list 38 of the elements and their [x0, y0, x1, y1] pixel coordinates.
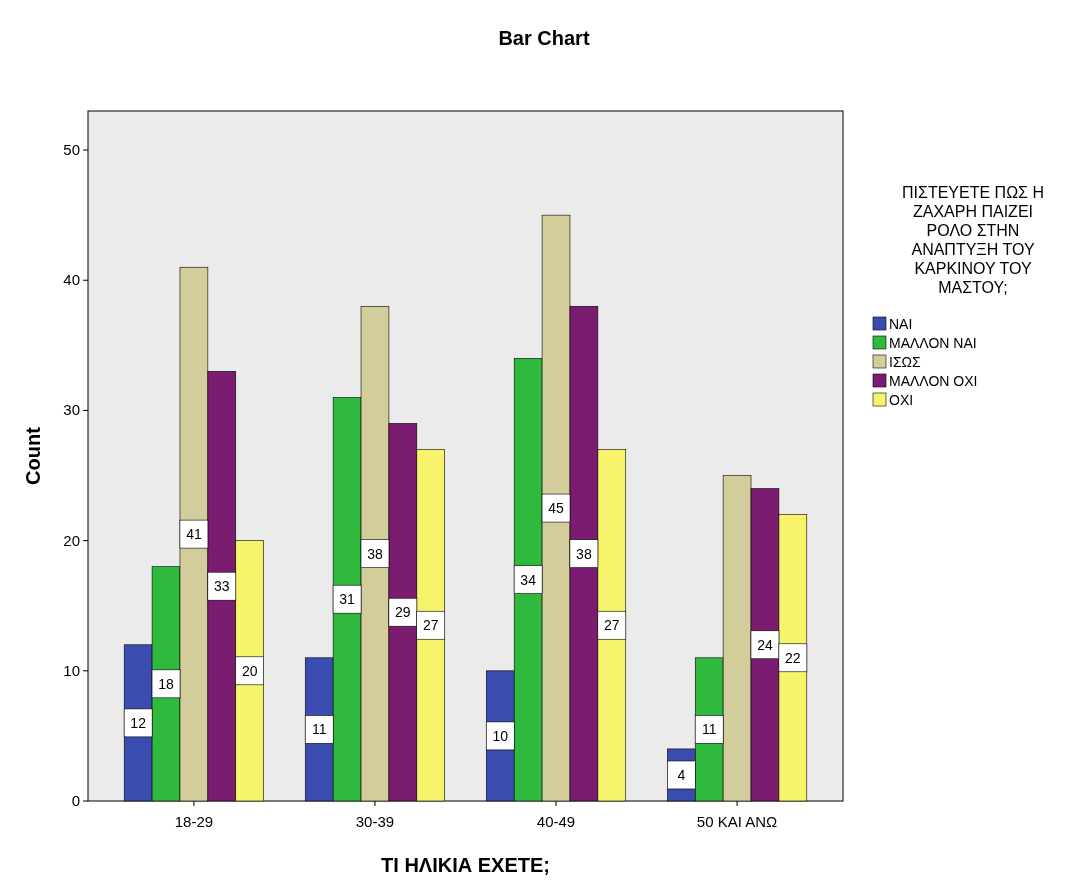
data-label: 11: [701, 721, 717, 738]
data-label: 31: [339, 591, 356, 608]
legend-label: ΙΣΩΣ: [889, 354, 922, 370]
y-tick-label: 10: [63, 661, 80, 679]
data-label: 41: [186, 526, 202, 543]
data-label: 12: [130, 714, 147, 731]
y-axis-title: Count: [22, 426, 44, 485]
data-label: 11: [311, 721, 327, 738]
chart-title: Bar Chart: [498, 27, 590, 49]
legend-label: ΝΑΙ: [889, 316, 913, 332]
data-label: 29: [395, 604, 411, 621]
data-label: 27: [604, 617, 620, 634]
x-axis-title: ΤΙ ΗΛΙΚΙΑ ΕΧΕΤΕ;: [381, 854, 550, 876]
data-label: 20: [241, 662, 258, 679]
legend-label: ΜΑΛΛΟΝ ΟΧΙ: [889, 373, 978, 389]
x-tick-label: 30-39: [355, 813, 395, 830]
x-tick-label: 50 ΚΑΙ ΑΝΩ: [696, 813, 778, 830]
legend-label: ΟΧΙ: [889, 392, 914, 408]
data-label: 18: [158, 675, 175, 692]
data-label: 38: [576, 545, 592, 562]
data-label: 4: [677, 766, 686, 783]
y-tick-label: 40: [63, 271, 80, 289]
data-label: 10: [492, 727, 509, 744]
y-tick-label: 30: [63, 401, 80, 419]
y-tick-label: 50: [63, 141, 80, 159]
y-tick-label: 20: [63, 531, 80, 549]
x-tick-label: 18-29: [174, 813, 214, 830]
data-label: 22: [785, 649, 801, 666]
data-label: 27: [422, 617, 439, 634]
legend-title: ΠΙΣΤΕΥΕΤΕ ΠΩΣ Η ΖΑΧΑΡΗ ΠΑΙΖΕΙ ΡΟΛΟ ΣΤΗΝ ΑΝΑΠΤΥΞΗ ΤΟΥ ΚΑΡΚΙΝΟΥ ΤΟΥ ΜΑΣΤΟΥ;: [902, 184, 1044, 296]
data-label: 33: [214, 578, 230, 595]
legend-label: ΜΑΛΛΟΝ ΝΑΙ: [889, 335, 977, 351]
y-tick-label: 0: [71, 792, 80, 809]
data-label: 34: [520, 571, 537, 588]
data-label: 38: [367, 545, 383, 562]
data-label: 45: [548, 500, 565, 517]
data-label: 24: [757, 636, 773, 653]
x-tick-label: 40-49: [536, 813, 576, 830]
